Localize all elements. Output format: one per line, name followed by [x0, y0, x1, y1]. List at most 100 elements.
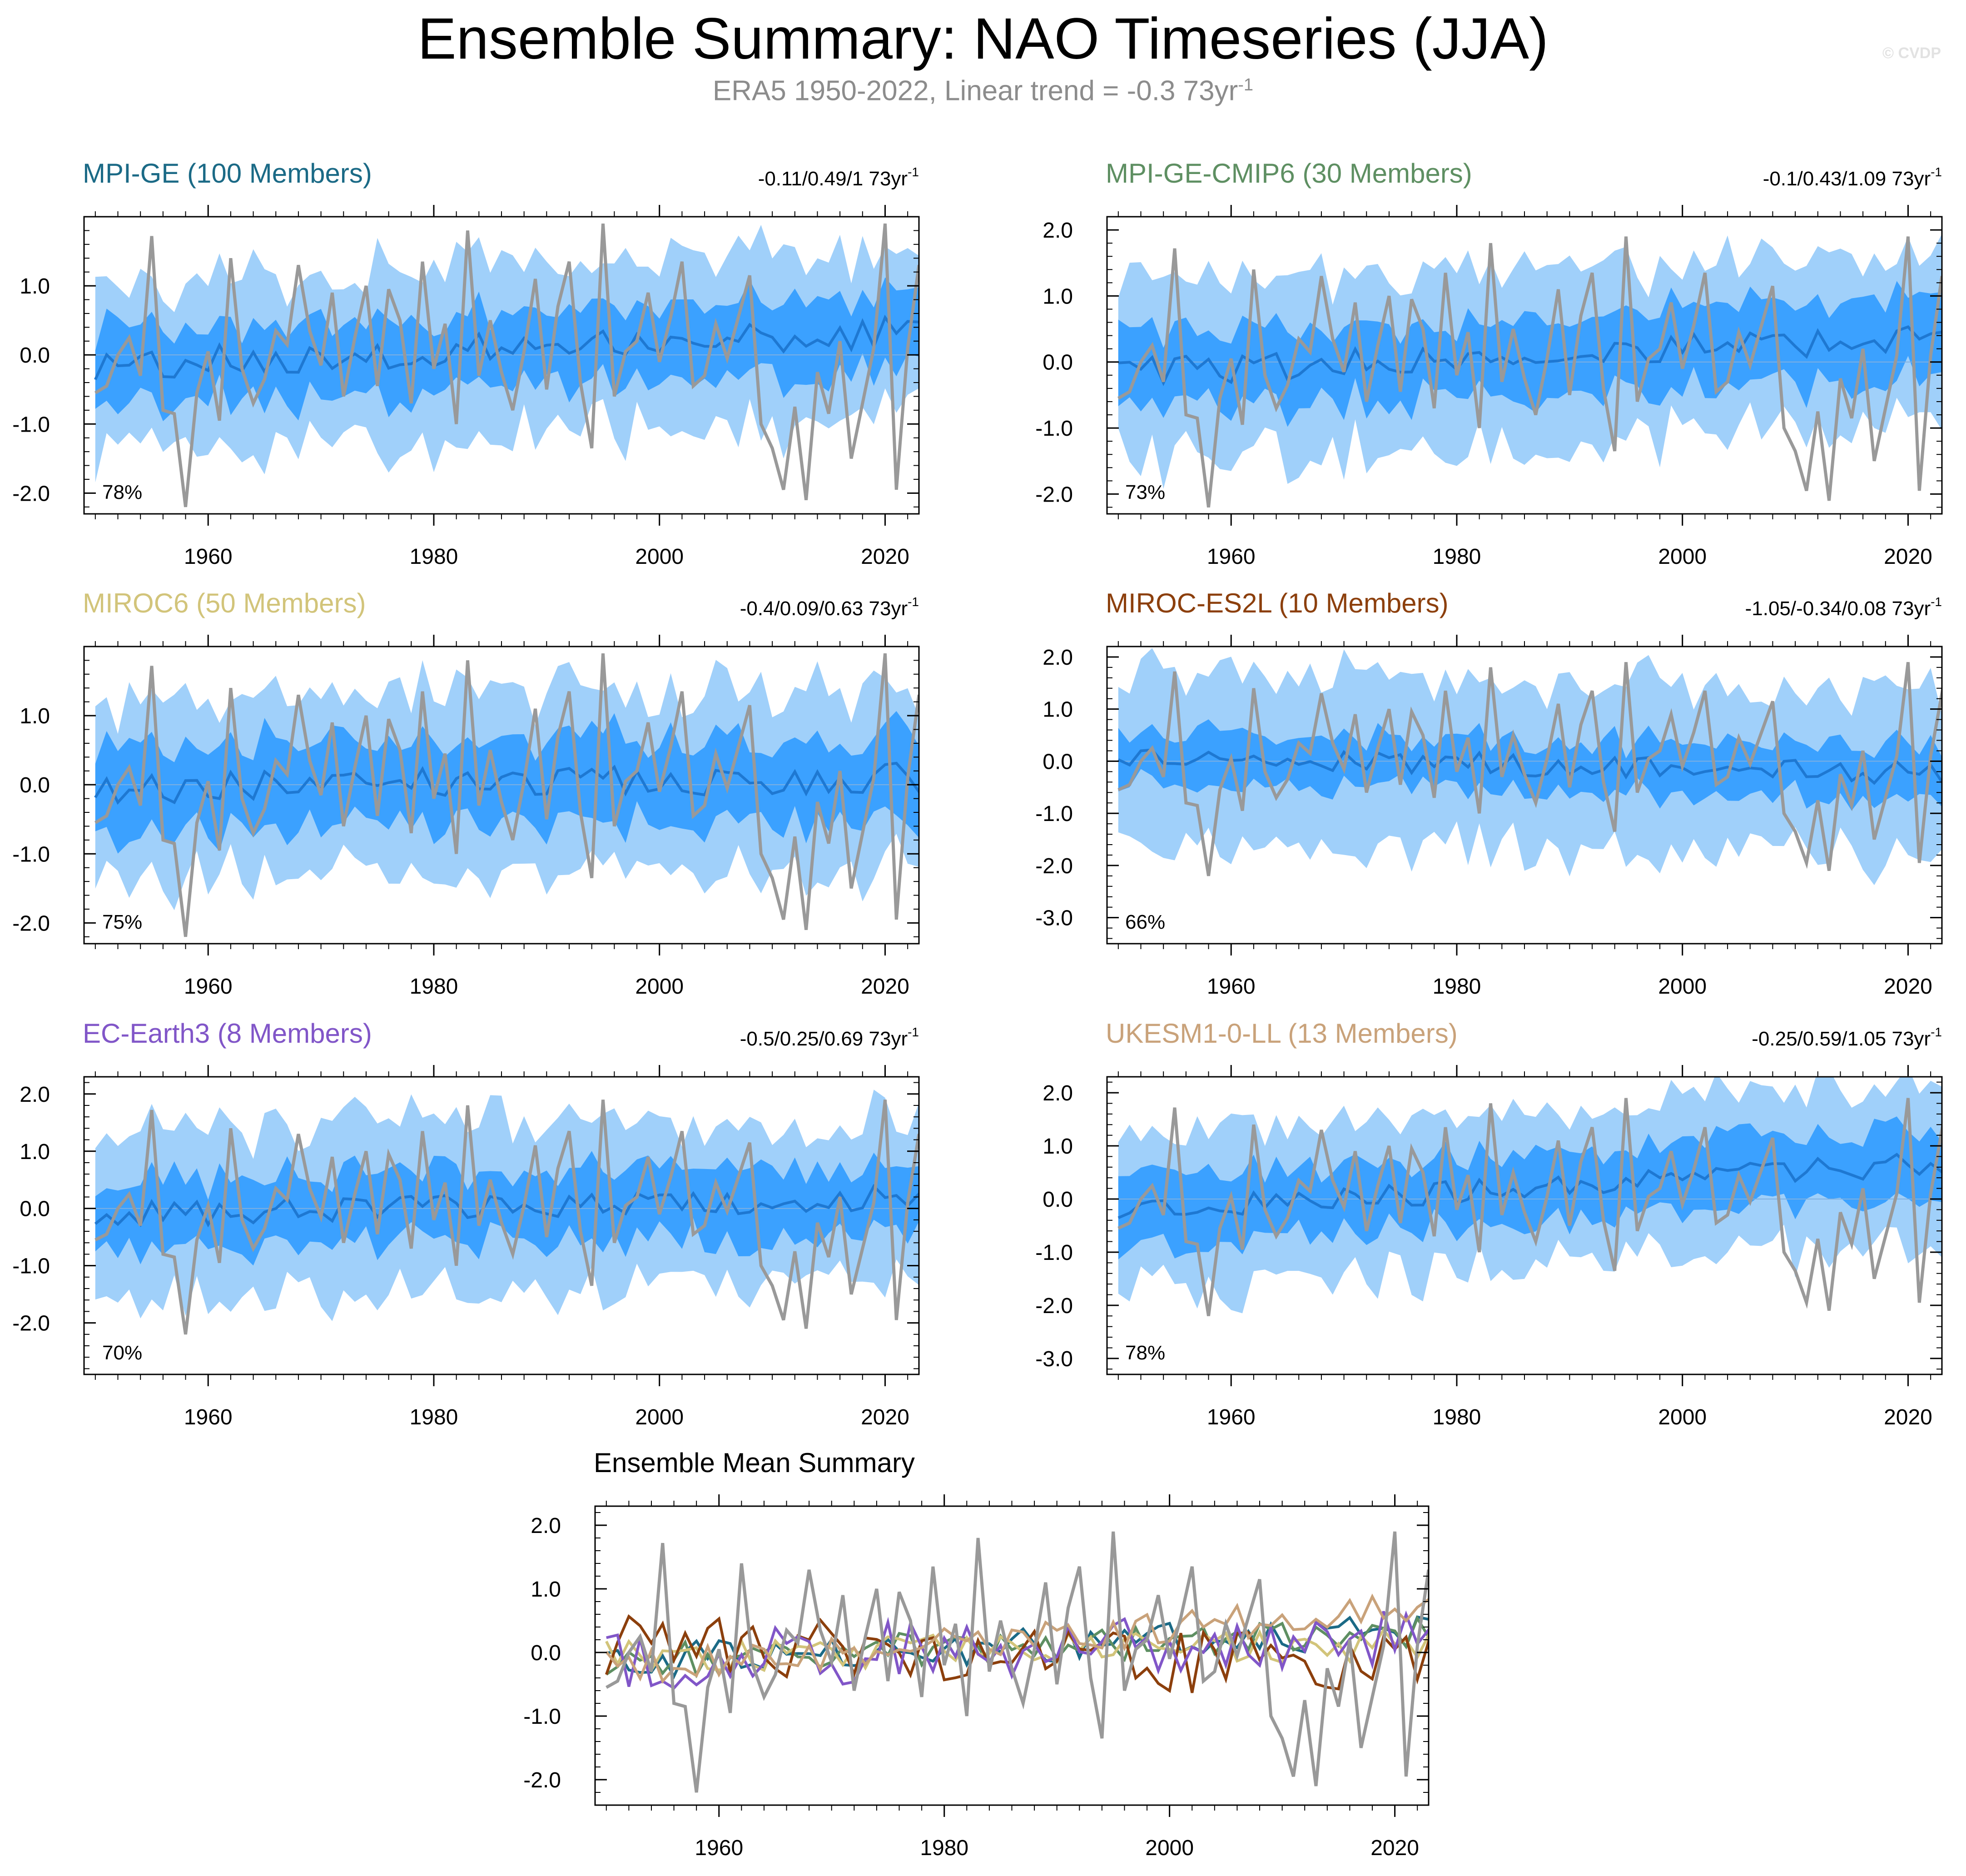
y-axis: 1.0 0.0 -1.0 -2.0 — [12, 646, 919, 937]
obs-line-era5 — [606, 1531, 1429, 1793]
ensemble-mean-line — [1117, 748, 1942, 785]
trend-label: -0.4/0.09/0.63 73yr-1 — [740, 595, 919, 620]
panel-title: MPI-GE (100 Members) — [83, 158, 372, 189]
y-tick-label: 2.0 — [1043, 1081, 1073, 1105]
y-tick-label: -1.0 — [1035, 417, 1073, 441]
obs-line-era5 — [1117, 236, 1942, 508]
x-tick-label: 1980 — [1433, 975, 1481, 999]
x-tick-label: 1960 — [184, 1405, 233, 1429]
panel-ukesm1-0-ll: UKESM1-0-LL (13 Members) -0.25/0.59/1.05 … — [1035, 1018, 1943, 1429]
x-axis: 1960 1980 2000 2020 — [94, 205, 909, 569]
x-tick-label: 1960 — [1207, 975, 1256, 999]
x-axis: 1960 1980 2000 2020 — [1117, 635, 1932, 999]
percent-label: 66% — [1125, 911, 1165, 933]
x-tick-label: 1960 — [184, 545, 233, 569]
y-tick-label: -1.0 — [12, 413, 50, 437]
y-tick-label: -1.0 — [12, 842, 50, 866]
trend-label: -0.1/0.43/1.09 73yr-1 — [1763, 165, 1942, 190]
y-tick-label: 0.0 — [1043, 351, 1073, 375]
panel-title: EC-Earth3 (8 Members) — [83, 1018, 372, 1049]
percent-label: 73% — [1125, 481, 1165, 503]
plot-area — [1107, 648, 1942, 886]
y-tick-label: -2.0 — [12, 1312, 50, 1336]
y-axis: 2.0 1.0 0.0 -1.0 -2.0 -3.0 — [1035, 1081, 1942, 1371]
x-tick-label: 2000 — [1145, 1836, 1194, 1860]
y-axis: 2.0 1.0 0.0 -1.0 -2.0 -3.0 — [1035, 646, 1942, 939]
x-tick-label: 2020 — [861, 975, 909, 999]
x-tick-label: 2000 — [1658, 1405, 1707, 1429]
y-tick-label: -2.0 — [12, 482, 50, 506]
x-tick-label: 1960 — [184, 975, 233, 999]
panel-title: MIROC-ES2L (10 Members) — [1106, 588, 1449, 618]
x-tick-label: 2000 — [635, 975, 684, 999]
x-tick-label: 2000 — [1658, 545, 1707, 569]
cvdp-watermark: © CVDP — [1882, 45, 1941, 62]
trend-label: -0.11/0.49/1 73yr-1 — [758, 165, 919, 190]
y-tick-label: 0.0 — [1043, 750, 1073, 774]
panel-ensemble-mean-summary: Ensemble Mean Summary 2.0 1.0 0.0 -1.0 -2.0 19… — [523, 1448, 1430, 1860]
mean-line-ec-earth3 — [606, 1610, 1429, 1690]
panel-mpi-ge: MPI-GE (100 Members) -0.11/0.49/1 73yr-1 1… — [12, 158, 920, 569]
x-tick-label: 1980 — [410, 975, 458, 999]
y-tick-label: 2.0 — [20, 1083, 50, 1107]
figure-title: Ensemble Summary: NAO Timeseries (JJA) — [417, 6, 1549, 71]
panel-title: MIROC6 (50 Members) — [83, 588, 366, 618]
figure-subtitle: ERA5 1950-2022, Linear trend = -0.3 73yr… — [0, 76, 1966, 105]
percent-label: 70% — [102, 1342, 142, 1364]
x-tick-label: 1980 — [1433, 545, 1481, 569]
x-tick-label: 2020 — [861, 545, 909, 569]
y-tick-label: -2.0 — [523, 1768, 561, 1792]
y-tick-label: -1.0 — [1035, 1241, 1073, 1265]
y-tick-label: 0.0 — [20, 773, 50, 797]
y-tick-label: -2.0 — [1035, 854, 1073, 878]
y-tick-label: -3.0 — [1035, 1347, 1073, 1371]
x-axis: 1960 1980 2000 2020 — [94, 635, 909, 999]
y-tick-label: 1.0 — [20, 274, 50, 299]
x-tick-label: 1980 — [410, 545, 458, 569]
ensemble-band-inner — [1118, 281, 1942, 427]
y-tick-label: 0.0 — [1043, 1188, 1073, 1212]
x-axis: 1960 1980 2000 2020 — [1117, 1065, 1932, 1429]
mean-line-mpi-ge — [606, 1615, 1429, 1680]
y-tick-label: 1.0 — [531, 1577, 561, 1602]
ensemble-mean-line — [1117, 1153, 1942, 1219]
ensemble-mean-line — [1118, 325, 1942, 386]
x-tick-label: 2020 — [1884, 545, 1932, 569]
y-tick-label: 0.0 — [531, 1641, 561, 1665]
panel-title: UKESM1-0-LL (13 Members) — [1106, 1018, 1458, 1049]
y-axis: 2.0 1.0 0.0 -1.0 -2.0 — [1035, 216, 1942, 508]
y-axis: 1.0 0.0 -1.0 -2.0 — [12, 216, 919, 508]
mean-line-miroc-es2l — [605, 1614, 1429, 1693]
percent-label: 75% — [102, 911, 142, 933]
x-tick-label: 2020 — [861, 1405, 909, 1429]
y-tick-label: 2.0 — [531, 1514, 561, 1538]
obs-line-era5 — [94, 223, 919, 508]
x-axis: 1960 1980 2000 2020 — [1117, 205, 1932, 569]
x-axis: 1960 1980 2000 2020 — [606, 1494, 1419, 1860]
ensemble-mean-line — [94, 761, 919, 805]
subtitle-superscript: -1 — [1238, 75, 1254, 95]
panel-miroc6: MIROC6 (50 Members) -0.4/0.09/0.63 73yr-1… — [12, 588, 920, 999]
y-tick-label: 1.0 — [1043, 698, 1073, 722]
trend-label: -1.05/-0.34/0.08 73yr-1 — [1745, 595, 1942, 620]
y-tick-label: -3.0 — [1035, 906, 1073, 931]
plot-area — [1107, 234, 1942, 508]
x-axis: 1960 1980 2000 2020 — [94, 1065, 909, 1429]
panel-title: MPI-GE-CMIP6 (30 Members) — [1106, 158, 1472, 189]
y-tick-label: 2.0 — [1043, 219, 1073, 243]
ensemble-mean-line — [94, 1184, 919, 1228]
y-tick-label: 2.0 — [1043, 646, 1073, 670]
x-tick-label: 2000 — [635, 545, 684, 569]
plot-area — [84, 223, 919, 508]
x-tick-label: 1960 — [695, 1836, 743, 1860]
y-tick-label: -1.0 — [12, 1254, 50, 1279]
obs-line-era5 — [1117, 662, 1942, 876]
panel-miroc-es2l: MIROC-ES2L (10 Members) -1.05/-0.34/0.08 … — [1035, 588, 1943, 999]
subtitle-text: ERA5 1950-2022, Linear trend = -0.3 73yr — [712, 75, 1238, 107]
plot-area — [605, 1531, 1429, 1793]
x-tick-label: 2020 — [1884, 1405, 1932, 1429]
x-tick-label: 2000 — [1658, 975, 1707, 999]
ensemble-band-inner — [95, 711, 919, 854]
y-axis: 2.0 1.0 0.0 -1.0 -2.0 — [523, 1512, 1429, 1793]
